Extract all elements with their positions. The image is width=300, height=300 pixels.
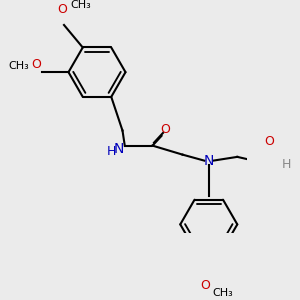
Text: CH₃: CH₃ xyxy=(8,61,29,71)
Text: O: O xyxy=(31,58,41,71)
Text: H: H xyxy=(106,145,116,158)
Text: O: O xyxy=(160,123,170,136)
Text: O: O xyxy=(200,279,210,292)
Text: CH₃: CH₃ xyxy=(212,288,233,298)
Text: N: N xyxy=(204,154,214,168)
Text: O: O xyxy=(264,135,274,148)
Text: CH₃: CH₃ xyxy=(70,0,91,10)
Text: N: N xyxy=(114,142,124,156)
Text: H: H xyxy=(282,158,291,171)
Text: O: O xyxy=(58,3,68,16)
